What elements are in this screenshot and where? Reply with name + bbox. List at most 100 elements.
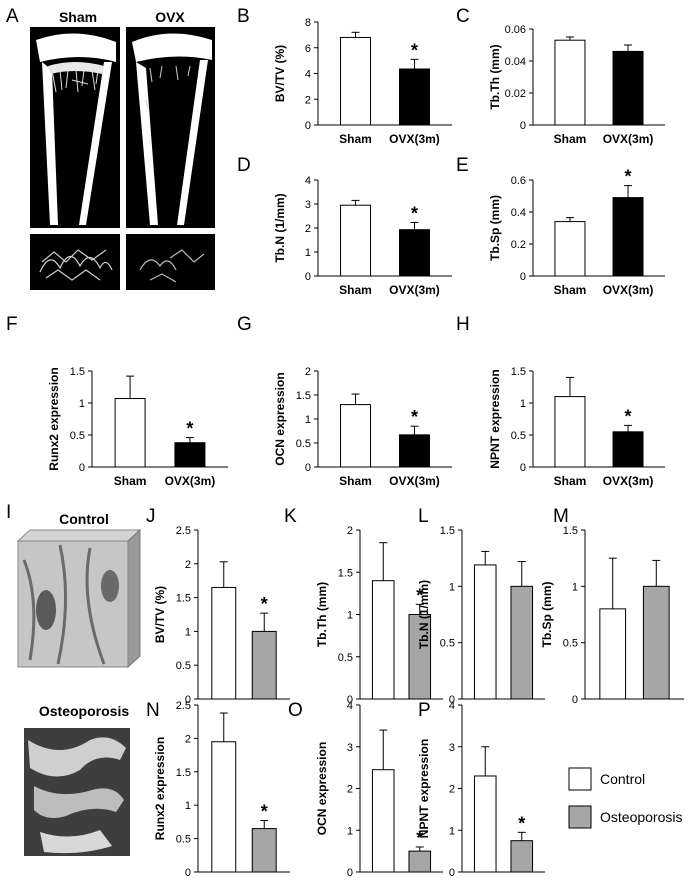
- y-tick-label-F: 1.5: [70, 366, 85, 378]
- bar-P-1: [510, 840, 534, 873]
- bar-O-0: [371, 769, 395, 873]
- y-tick-label-P: 1: [449, 825, 455, 837]
- y-tick-label-J: 1.5: [176, 593, 191, 605]
- y-axis-label-F: Runx2 expression: [47, 367, 61, 470]
- bar-F-0: [114, 398, 146, 468]
- category-label-B: OVX(3m): [389, 132, 440, 146]
- bar-C-0: [554, 39, 586, 126]
- chart-G: G 0 0.5 1 1.5 2 OCN expression Sham * OVX(3m): [237, 314, 452, 488]
- chart-D: D 0 1 2 3 4 Tb.N (1/mm) Sham * OVX(3m): [237, 155, 452, 297]
- significance-star-F: *: [186, 419, 193, 439]
- category-label-D: Sham: [339, 283, 372, 297]
- panel-letter-C: C: [456, 6, 470, 27]
- bar-M-0: [599, 608, 627, 700]
- y-tick-label-M: 0: [572, 694, 578, 706]
- significance-star-E: *: [625, 167, 632, 187]
- bar-J-1: [251, 630, 277, 700]
- y-tick-label-F: 0: [79, 462, 85, 474]
- chart-B: B 0 2 4 6 8 BV/TV (%) Sham * OVX(3m): [237, 6, 452, 146]
- y-tick-label-M: 1: [572, 581, 578, 593]
- bar-E-0: [554, 221, 586, 277]
- y-tick-label-C: 0.04: [505, 56, 526, 68]
- y-tick-label-F: 1: [79, 398, 85, 410]
- bar-C-1: [612, 50, 644, 126]
- y-tick-label-P: 0: [449, 867, 455, 879]
- y-tick-label-O: 1: [347, 825, 353, 837]
- category-label-G: Sham: [339, 474, 372, 488]
- y-tick-label-P: 4: [449, 700, 455, 712]
- chart-J: J 0 0.5 1 1.5 2 2.5 BV/TV (%) *: [146, 506, 290, 706]
- ct-image-sham: [30, 27, 120, 228]
- y-tick-label-B: 8: [305, 17, 311, 29]
- y-tick-label-H: 0: [520, 462, 526, 474]
- y-axis-label-E: Tb.Sp (mm): [488, 195, 502, 261]
- y-tick-label-E: 0.4: [511, 207, 526, 219]
- y-tick-label-L: 0.5: [440, 638, 455, 650]
- chart-N: N 0 0.5 1 1.5 2 2.5 Runx2 expression *: [146, 700, 290, 879]
- ct-3d-osteoporosis: [24, 728, 130, 856]
- y-tick-label-G: 2: [305, 366, 311, 378]
- significance-star-O: *: [416, 828, 423, 848]
- legend-swatch-control: [568, 767, 592, 791]
- chart-O: O 0 1 2 3 4 OCN expression *: [288, 700, 443, 879]
- y-tick-label-N: 0: [185, 867, 191, 879]
- y-axis-label-H: NPNT expression: [488, 369, 502, 468]
- y-axis-label-O: OCN expression: [315, 742, 329, 835]
- legend-label-osteoporosis: Osteoporosis: [600, 809, 682, 825]
- panel-letter-I: I: [6, 502, 11, 523]
- bar-O-1: [408, 850, 432, 873]
- chart-M: M 0 0.5 1 1.5 Tb.Sp (mm): [540, 506, 684, 706]
- significance-star-J: *: [261, 594, 268, 614]
- panel-letter-N: N: [146, 700, 160, 721]
- y-tick-label-K: 1.5: [338, 567, 353, 579]
- legend-label-control: Control: [600, 771, 645, 787]
- y-tick-label-D: 1: [305, 247, 311, 259]
- ct-3d-control: [16, 528, 142, 669]
- chart-H: H 0 0.5 1 1.5 NPNT expression Sham * OVX(3m): [456, 314, 665, 488]
- y-axis-label-N: Runx2 expression: [153, 737, 167, 840]
- bar-D-1: [398, 229, 430, 277]
- y-tick-label-L: 0: [449, 694, 455, 706]
- category-label-H: OVX(3m): [603, 474, 654, 488]
- bar-G-0: [340, 404, 372, 468]
- y-tick-label-N: 2.5: [176, 700, 191, 712]
- y-tick-label-J: 2: [185, 559, 191, 571]
- panel-letter-E: E: [456, 155, 469, 176]
- chart-K: K 0 0.5 1 1.5 2 Tb.Th (mm) *: [284, 506, 443, 706]
- bar-F-1: [174, 442, 206, 468]
- bar-L-1: [510, 585, 534, 700]
- y-tick-label-B: 0: [305, 120, 311, 132]
- y-axis-label-L: Tb.N (1/mm): [417, 580, 431, 649]
- y-tick-label-G: 0: [305, 462, 311, 474]
- y-tick-label-M: 0.5: [563, 638, 578, 650]
- bar-L-0: [473, 564, 497, 700]
- category-label-H: Sham: [554, 474, 587, 488]
- panel-letter-G: G: [237, 314, 252, 335]
- img-label-control: Control: [59, 511, 109, 527]
- bar-H-0: [554, 396, 586, 468]
- bar-J-0: [211, 586, 237, 700]
- y-tick-label-E: 0.6: [511, 175, 526, 187]
- y-axis-label-C: Tb.Th (mm): [488, 44, 502, 109]
- y-tick-label-E: 0.2: [511, 239, 526, 251]
- panel-letter-H: H: [456, 314, 470, 335]
- bar-K-0: [371, 580, 395, 700]
- y-tick-label-O: 4: [347, 700, 353, 712]
- bar-D-0: [340, 204, 372, 277]
- y-axis-label-K: Tb.Th (mm): [315, 582, 329, 647]
- ct-label-sham: Sham: [59, 9, 97, 25]
- category-label-G: OVX(3m): [389, 474, 440, 488]
- bar-G-1: [398, 434, 430, 468]
- panel-letter-O: O: [288, 700, 303, 721]
- y-tick-label-C: 0.02: [505, 88, 526, 100]
- panel-letter-D: D: [237, 155, 251, 176]
- bar-K-1: [408, 614, 432, 700]
- significance-star-G: *: [411, 407, 418, 427]
- y-tick-label-L: 1: [449, 581, 455, 593]
- y-axis-label-J: BV/TV (%): [153, 586, 167, 643]
- y-tick-label-N: 1: [185, 800, 191, 812]
- y-tick-label-D: 2: [305, 223, 311, 235]
- y-tick-label-N: 1.5: [176, 767, 191, 779]
- y-tick-label-N: 0.5: [176, 834, 191, 846]
